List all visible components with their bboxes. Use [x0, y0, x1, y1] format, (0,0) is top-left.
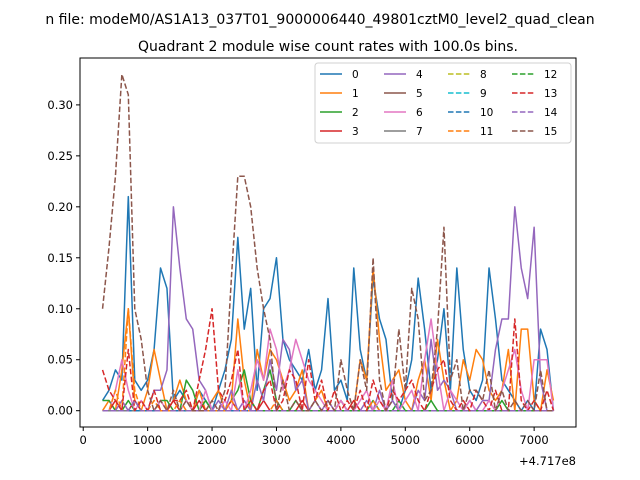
x-tick-label: 6000 [455, 433, 484, 447]
axes-frame [79, 57, 577, 428]
legend-label-1: 1 [352, 88, 359, 100]
x-axis: 0 1000 2000 3000 4000 5000 6000 7000 [80, 427, 549, 447]
x-tick-label: 3000 [262, 433, 291, 447]
legend-label-5: 5 [416, 88, 423, 100]
y-tick-label: 0.10 [47, 302, 73, 316]
x-tick-label: 5000 [391, 433, 420, 447]
legend-label-7: 7 [416, 126, 423, 138]
series-line-13 [101, 308, 555, 412]
plot-lines [101, 73, 555, 412]
legend-label-2: 2 [352, 107, 359, 119]
legend-label-10: 10 [480, 107, 493, 119]
figure-suptitle: n file: modeM0/AS1A13_037T01_9000006440_… [45, 12, 594, 28]
chart-title: Quadrant 2 module wise count rates with … [138, 39, 518, 55]
y-tick-label: 0.15 [47, 251, 73, 265]
x-tick-label: 2000 [197, 433, 226, 447]
y-tick-label: 0.00 [47, 404, 73, 418]
legend-label-8: 8 [480, 69, 487, 81]
x-tick-label: 1000 [133, 433, 162, 447]
y-tick-label: 0.25 [47, 149, 73, 163]
legend-label-13: 13 [544, 88, 557, 100]
x-tick-label: 7000 [519, 433, 548, 447]
legend-label-3: 3 [352, 126, 359, 138]
legend-label-14: 14 [544, 107, 558, 119]
x-offset-label: +4.717e8 [519, 454, 576, 468]
y-tick-label: 0.20 [47, 200, 73, 214]
legend-label-11: 11 [480, 126, 493, 138]
legend-label-9: 9 [480, 88, 487, 100]
legend-label-6: 6 [416, 107, 423, 119]
x-tick-label: 4000 [326, 433, 355, 447]
legend-label-0: 0 [352, 69, 359, 81]
legend-label-15: 15 [544, 126, 557, 138]
y-axis: 0.00 0.05 0.10 0.15 0.20 0.25 0.30 [47, 98, 80, 418]
series-line-4 [102, 206, 554, 412]
legend-label-12: 12 [544, 69, 557, 81]
y-tick-label: 0.30 [47, 98, 73, 112]
legend-label-4: 4 [416, 69, 423, 81]
x-tick-label: 0 [80, 433, 87, 447]
y-tick-label: 0.05 [47, 353, 73, 367]
legend-box [314, 62, 572, 144]
series-line-15 [101, 73, 554, 412]
